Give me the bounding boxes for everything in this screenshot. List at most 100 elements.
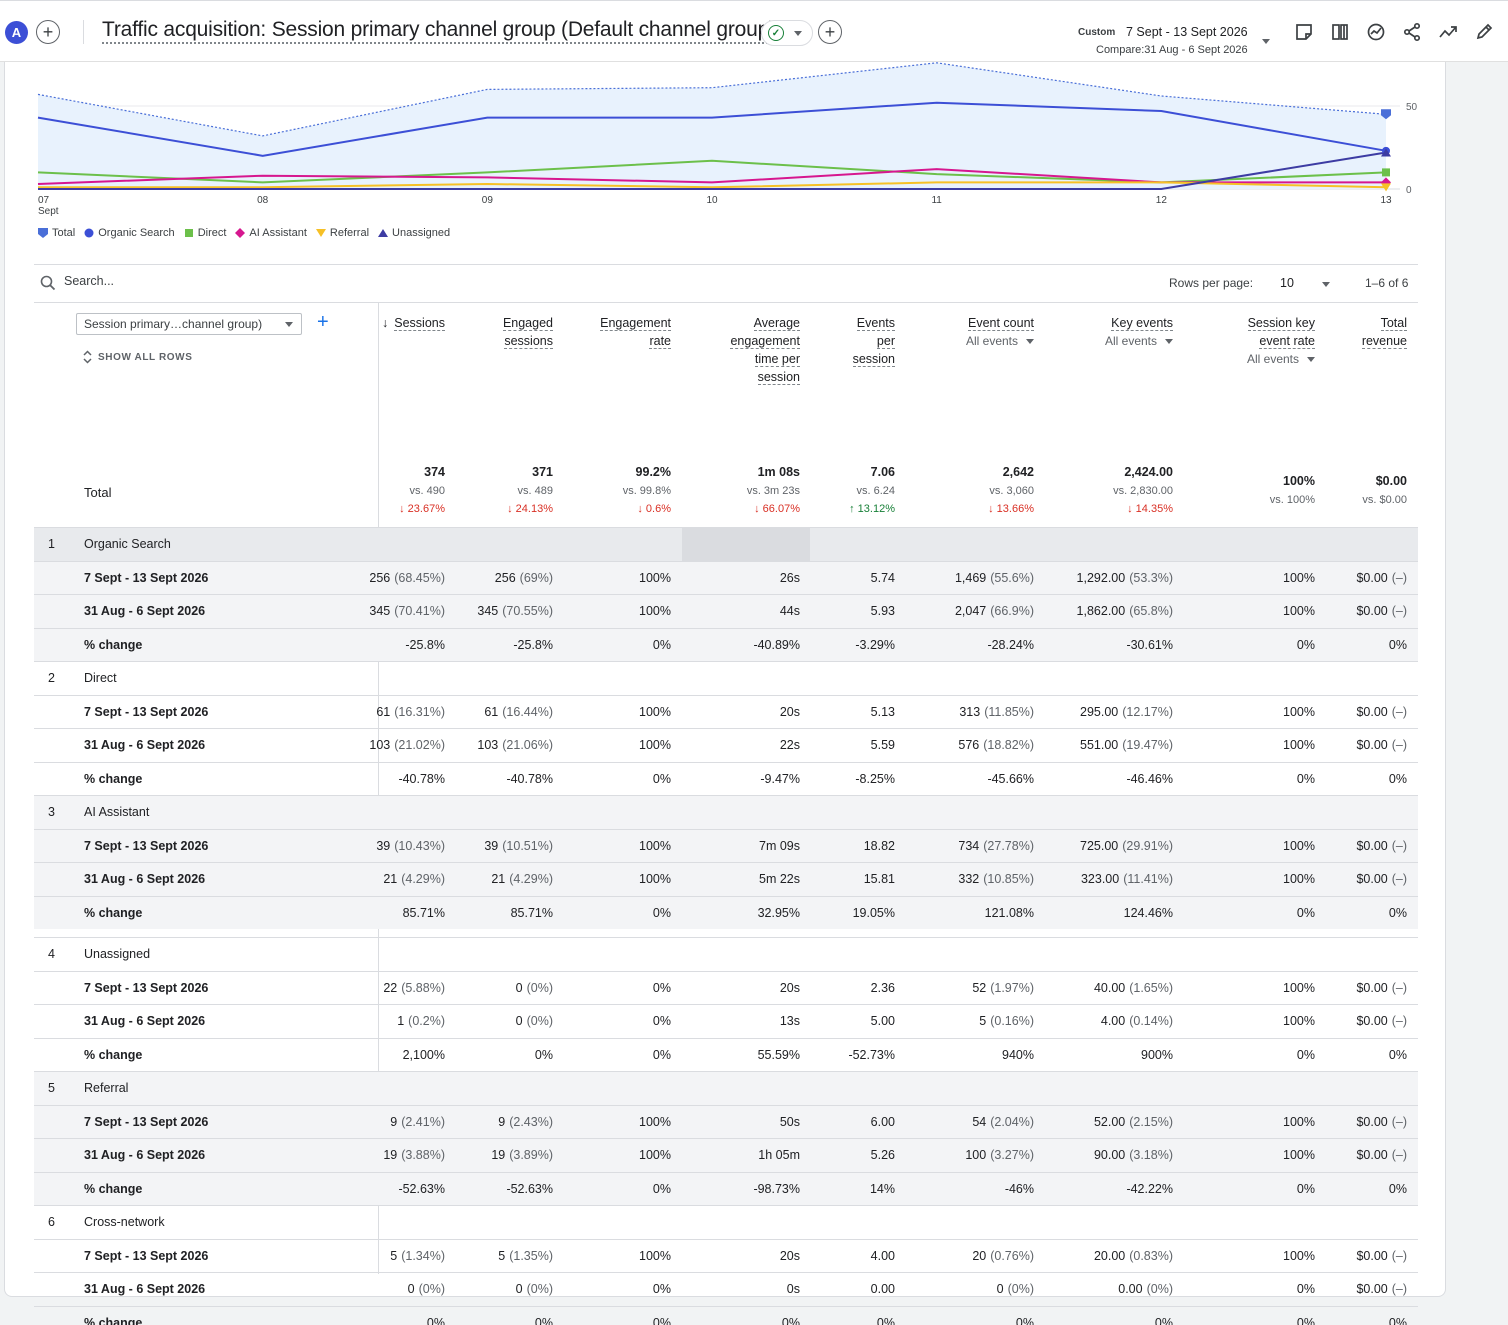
metric-value: 19: [491, 1148, 506, 1162]
column-header[interactable]: Engagement rate: [600, 314, 671, 350]
table-row[interactable]: 7 Sept - 13 Sept 2026 39 (10.43%) 39 (10.51%…: [34, 828, 1418, 862]
group-row[interactable]: 1 Organic Search: [34, 527, 1418, 561]
metric-value: 20.00: [1093, 1248, 1126, 1263]
metric-value: 20s: [779, 704, 800, 719]
metric-value: 5.13: [870, 704, 895, 719]
table-row[interactable]: % change 85.71% 85.71% 0% 32.95% 19.05% 121.08…: [34, 895, 1418, 929]
column-header[interactable]: Total revenue: [1361, 314, 1407, 350]
row-number: 2: [48, 671, 55, 685]
metric-share: (–): [1391, 738, 1407, 752]
legend-item[interactable]: Organic Search: [84, 227, 175, 239]
event-filter[interactable]: All events: [966, 332, 1034, 350]
total-compare: vs. 99.8%: [622, 485, 671, 497]
metric-value: 5.00: [870, 1014, 895, 1028]
metric-value: 2,047: [954, 604, 987, 618]
page-title[interactable]: Traffic acquisition: Session primary cha…: [102, 18, 776, 44]
table-row[interactable]: 7 Sept - 13 Sept 2026 5 (1.34%) 5 (1.35%) 100…: [34, 1238, 1418, 1273]
metric-value: 1,469: [954, 570, 987, 585]
group-row[interactable]: 3 AI Assistant: [34, 795, 1418, 829]
column-header[interactable]: Event count All events: [966, 314, 1034, 350]
group-row[interactable]: 5 Referral: [34, 1071, 1418, 1105]
table-row[interactable]: 7 Sept - 13 Sept 2026 22 (5.88%) 0 (0%) 0% 20s…: [34, 970, 1418, 1005]
insights-note-icon[interactable]: [1293, 21, 1315, 43]
metric-value: 0%: [1388, 1315, 1407, 1325]
table-row[interactable]: 7 Sept - 13 Sept 2026 61 (16.31%) 61 (16.44%…: [34, 694, 1418, 729]
table-row[interactable]: 31 Aug - 6 Sept 2026 21 (4.29%) 21 (4.29%) 10…: [34, 862, 1418, 896]
total-compare: vs. 490: [409, 485, 445, 497]
legend-item[interactable]: Direct: [184, 227, 226, 239]
legend-item[interactable]: AI Assistant: [235, 227, 307, 239]
column-header[interactable]: Key events All events: [1105, 314, 1173, 350]
metric-cell: 2,047 (66.9%): [955, 604, 1034, 618]
total-delta: ↑ 13.12%: [849, 503, 895, 515]
column-header[interactable]: Engaged sessions: [502, 314, 553, 350]
metric-cell: 90.00 (3.18%): [1094, 1148, 1173, 1162]
show-all-rows-button[interactable]: SHOW ALL ROWS: [83, 350, 192, 364]
table-row[interactable]: 7 Sept - 13 Sept 2026 256 (68.45%) 256 (69%)…: [34, 560, 1418, 594]
group-row[interactable]: 6 Cross-network: [34, 1205, 1418, 1239]
legend-item[interactable]: Total: [38, 227, 75, 239]
table-row[interactable]: 31 Aug - 6 Sept 2026 0 (0%) 0 (0%) 0% 0s 0.00 0(…: [34, 1272, 1418, 1306]
legend-item[interactable]: Unassigned: [378, 227, 450, 239]
group-row[interactable]: 2 Direct: [34, 661, 1418, 695]
table-row[interactable]: 31 Aug - 6 Sept 2026 103 (21.02%) 103 (21.06…: [34, 728, 1418, 762]
search-input[interactable]: [64, 274, 364, 288]
metric-cell: $0.00 (–): [1356, 705, 1407, 719]
metric-cell: $0.00 (–): [1356, 1014, 1407, 1028]
column-header[interactable]: ↓ Sessions: [382, 314, 445, 332]
date-range-label: 7 Sept - 13 Sept 2026: [1126, 25, 1248, 39]
status-dropdown[interactable]: ✓: [761, 20, 813, 46]
metric-value: -8.25%: [855, 771, 895, 786]
metric-cell: 0%: [1155, 1316, 1173, 1325]
property-avatar[interactable]: A: [5, 21, 28, 44]
metric-cell: 2,100%: [403, 1048, 445, 1062]
total-value: 1m 08s: [757, 465, 800, 479]
metric-value: 0%: [781, 1315, 800, 1325]
metric-value: 100%: [639, 1148, 671, 1162]
header-divider: [83, 20, 84, 44]
compare-columns-icon[interactable]: [1329, 21, 1351, 43]
table-row[interactable]: % change -52.63% -52.63% 0% -98.73% 14% -46% -4…: [34, 1171, 1418, 1205]
period-label: 7 Sept - 13 Sept 2026: [84, 570, 209, 585]
event-filter[interactable]: All events: [1247, 350, 1315, 368]
metric-cell: 345 (70.55%): [477, 604, 553, 618]
metric-cell: 551.00 (19.47%): [1080, 738, 1173, 752]
metric-value: 900%: [1141, 1047, 1173, 1062]
group-row[interactable]: 4 Unassigned: [34, 937, 1418, 971]
metric-value: 1,862.00: [1076, 604, 1126, 618]
table-row[interactable]: % change 2,100% 0% 0% 55.59% -52.73% 940% 900% 0…: [34, 1037, 1418, 1072]
add-comparison-icon[interactable]: +: [36, 20, 60, 44]
explore-icon[interactable]: [1365, 21, 1387, 43]
metric-cell: 100%: [1283, 839, 1315, 853]
dimension-select[interactable]: Session primary…channel group): [76, 313, 302, 335]
table-row[interactable]: 31 Aug - 6 Sept 2026 345 (70.41%) 345 (70.55…: [34, 594, 1418, 628]
edit-icon[interactable]: [1473, 21, 1495, 43]
series-end-marker-total: [1381, 109, 1391, 120]
metric-cell: 725.00 (29.91%): [1080, 839, 1173, 853]
period-label: 31 Aug - 6 Sept 2026: [84, 1282, 206, 1296]
metric-cell: 0 (0%): [516, 981, 553, 995]
add-icon[interactable]: +: [818, 20, 842, 44]
table-row[interactable]: 7 Sept - 13 Sept 2026 9 (2.41%) 9 (2.43%) 100…: [34, 1104, 1418, 1138]
row-number: 4: [48, 947, 55, 961]
table-row[interactable]: 31 Aug - 6 Sept 2026 19 (3.88%) 19 (3.89%) 10…: [34, 1138, 1418, 1172]
table-row[interactable]: 31 Aug - 6 Sept 2026 1 (0.2%) 0 (0%) 0% 13s 5.0…: [34, 1004, 1418, 1038]
metric-value: 39: [484, 838, 499, 853]
metric-value: $0.00: [1356, 872, 1388, 886]
column-header[interactable]: Session key event rate All events: [1247, 314, 1315, 368]
table-row[interactable]: % change -40.78% -40.78% 0% -9.47% -8.25% -45.…: [34, 761, 1418, 796]
channel-name: AI Assistant: [84, 805, 150, 819]
event-filter[interactable]: All events: [1105, 332, 1173, 350]
metric-share: (2.15%): [1129, 1114, 1173, 1129]
column-header[interactable]: Average engagement time per session: [730, 314, 800, 386]
table-row[interactable]: % change 0% 0% 0% 0% 0% 0% 0% 0% 0%: [34, 1305, 1418, 1325]
compare-range-label: Compare:31 Aug - 6 Sept 2026: [1096, 44, 1248, 56]
table-row[interactable]: % change -25.8% -25.8% 0% -40.89% -3.29% -28.2…: [34, 627, 1418, 661]
share-icon[interactable]: [1401, 21, 1423, 43]
column-header[interactable]: Events per session: [852, 314, 895, 368]
trend-icon[interactable]: [1437, 21, 1459, 43]
metric-cell: 0.00 (0%): [1118, 1282, 1173, 1296]
rows-per-page-select[interactable]: 10: [1274, 272, 1334, 296]
add-dimension-button[interactable]: +: [317, 311, 329, 333]
legend-item[interactable]: Referral: [315, 227, 369, 239]
